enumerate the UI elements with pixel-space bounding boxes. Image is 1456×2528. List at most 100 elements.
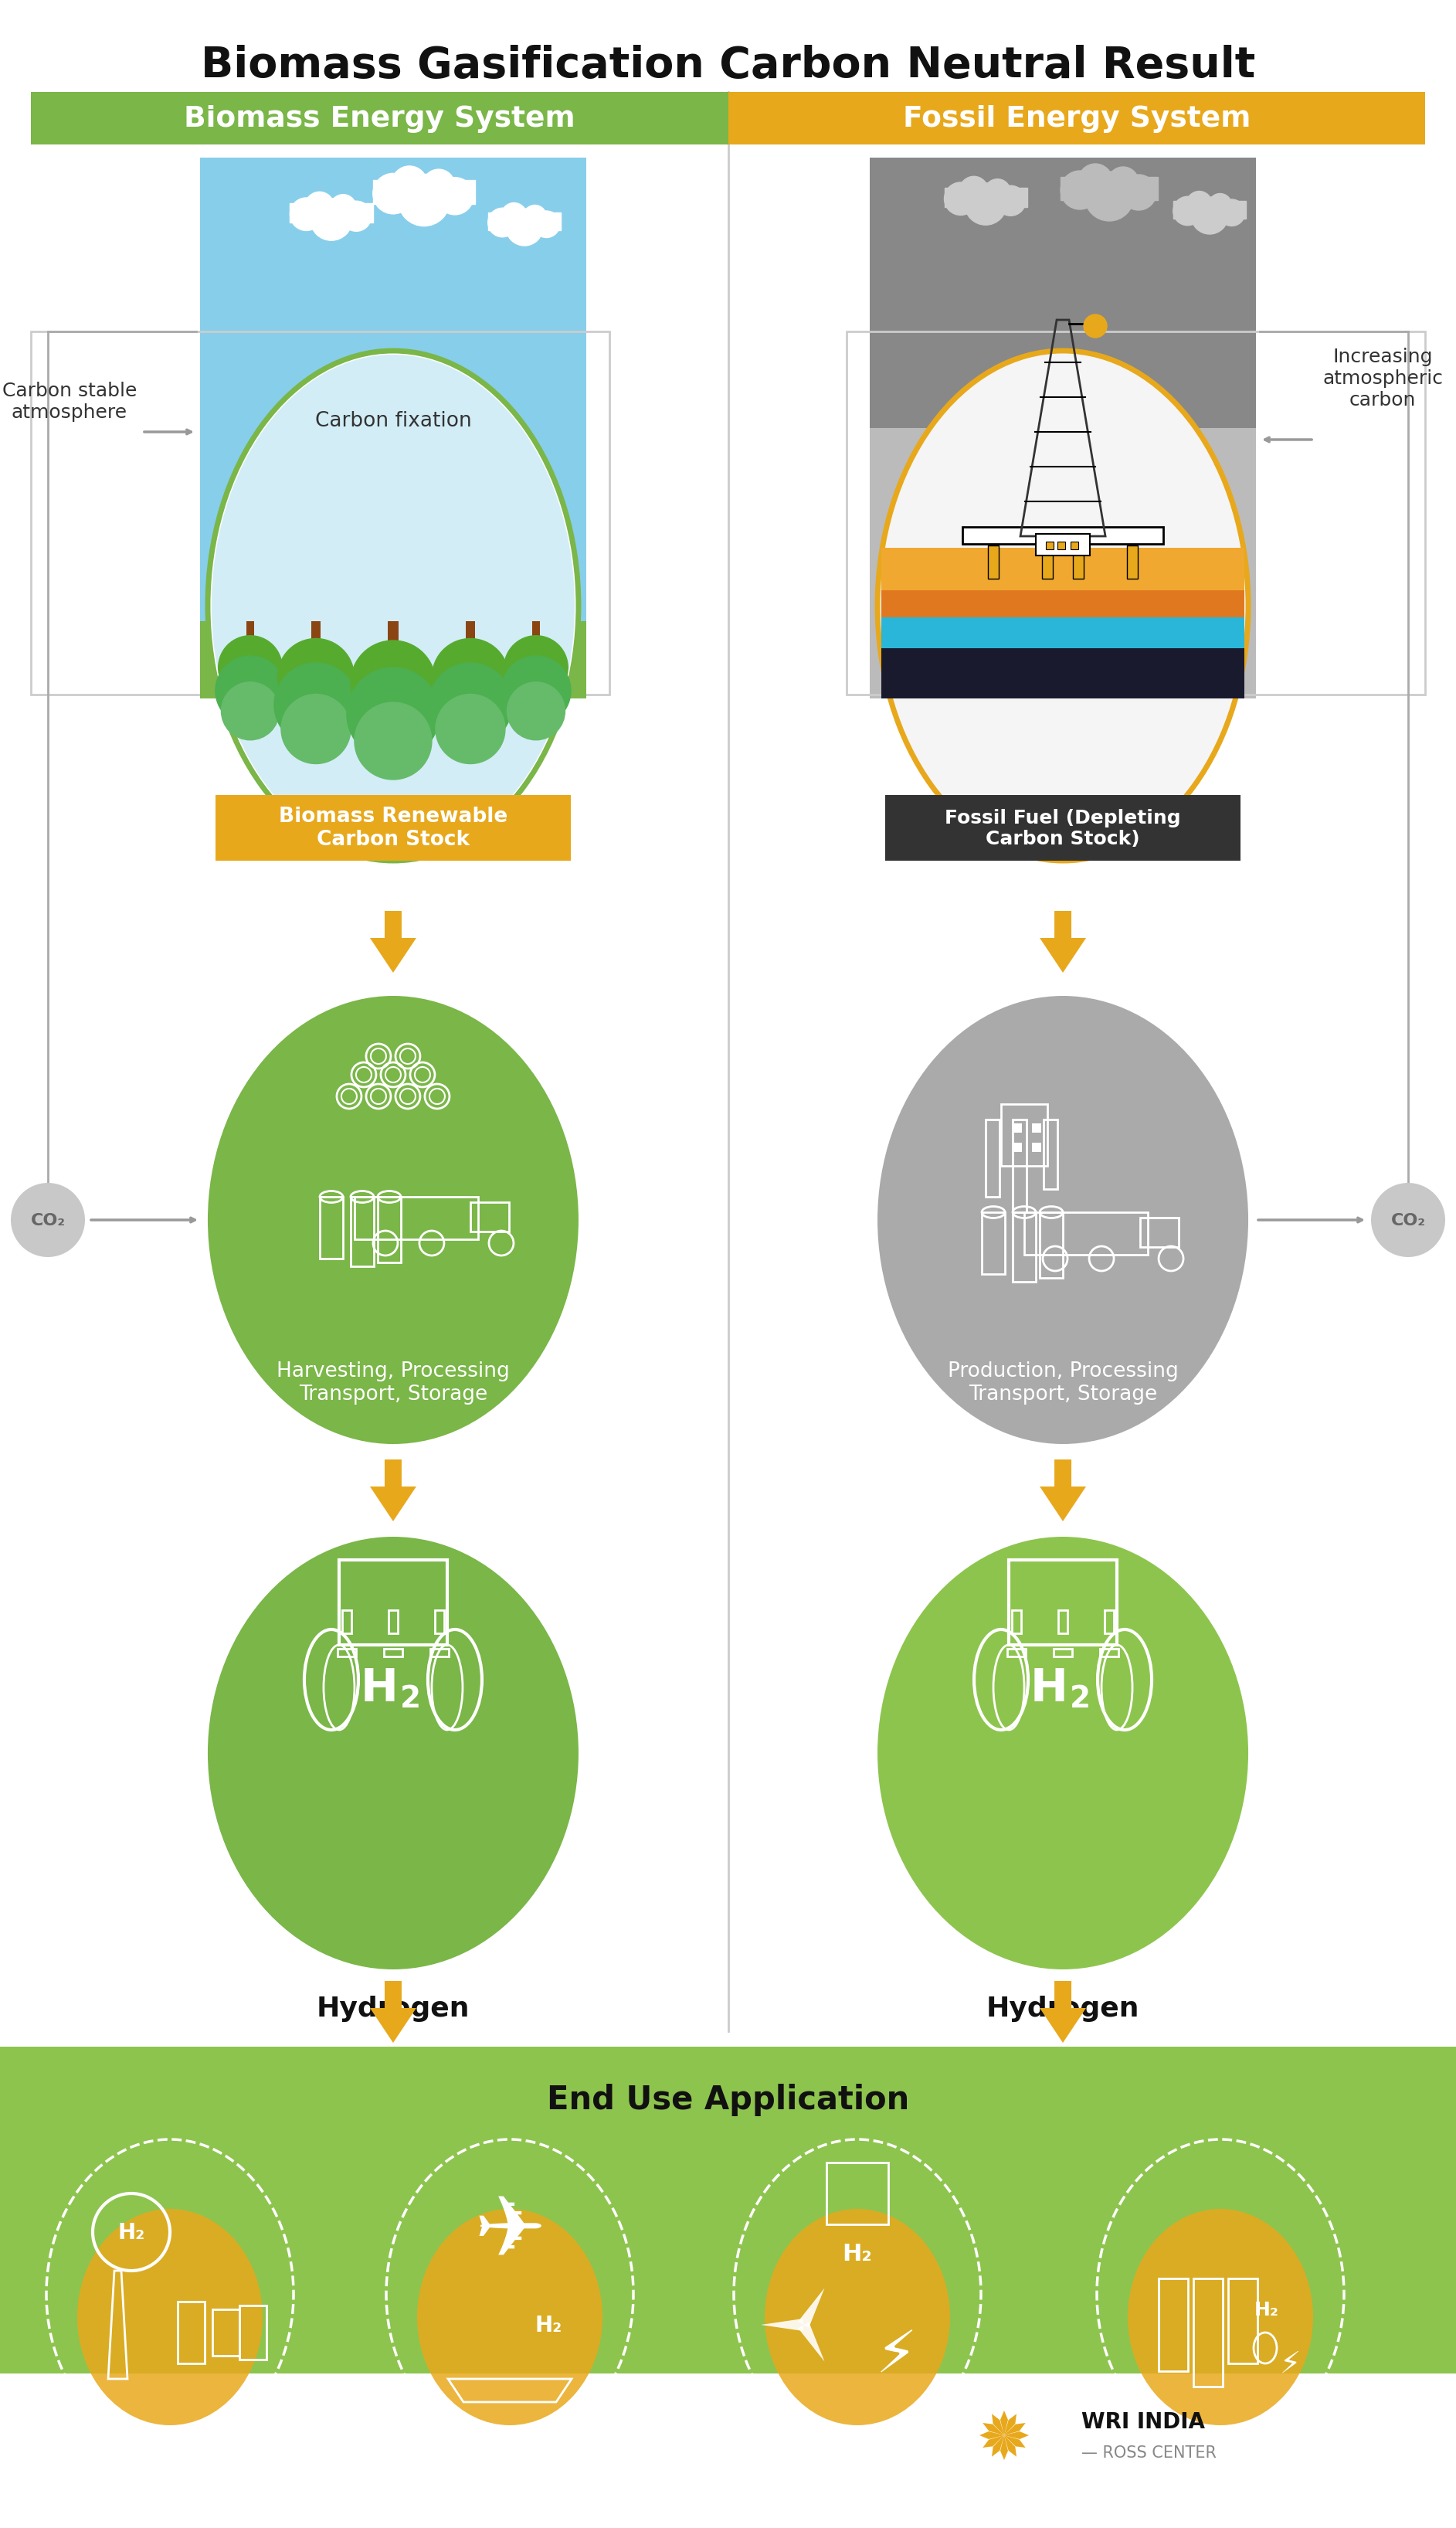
Circle shape — [505, 210, 543, 245]
Circle shape — [281, 695, 351, 763]
Circle shape — [1219, 200, 1245, 228]
Bar — [1009, 1560, 1117, 1646]
Bar — [31, 94, 728, 144]
Polygon shape — [983, 2422, 1005, 2434]
Polygon shape — [1005, 2434, 1025, 2447]
Bar — [384, 1648, 402, 1656]
Bar — [1057, 541, 1066, 551]
Circle shape — [215, 657, 285, 726]
Bar — [1140, 1218, 1179, 1246]
Circle shape — [1085, 172, 1134, 222]
Bar — [31, 331, 610, 695]
Bar — [1013, 1120, 1026, 1213]
Text: Increasing
atmospheric
carbon: Increasing atmospheric carbon — [1322, 349, 1443, 410]
Ellipse shape — [416, 2209, 603, 2424]
Circle shape — [1187, 192, 1211, 217]
Polygon shape — [798, 2288, 824, 2328]
Bar — [1024, 1213, 1147, 1254]
Bar — [1059, 1610, 1067, 1633]
FancyArrow shape — [1040, 913, 1086, 973]
Bar — [342, 1610, 351, 1633]
Bar — [1054, 1648, 1072, 1656]
Circle shape — [1372, 1183, 1446, 1256]
Bar — [1035, 533, 1091, 556]
Bar — [387, 622, 399, 675]
Bar — [1073, 546, 1083, 579]
Circle shape — [488, 210, 517, 238]
Circle shape — [310, 200, 352, 240]
Bar — [869, 159, 1257, 430]
Circle shape — [984, 179, 1010, 205]
Ellipse shape — [1128, 2209, 1313, 2424]
Bar — [1013, 1143, 1022, 1153]
Bar — [1194, 2278, 1223, 2386]
Bar — [0, 2048, 1456, 2374]
Text: Biomass Gasification Carbon Neutral Result: Biomass Gasification Carbon Neutral Resu… — [201, 46, 1255, 86]
Circle shape — [501, 657, 571, 726]
Circle shape — [373, 174, 414, 215]
Bar — [1127, 546, 1137, 579]
Bar — [377, 1198, 400, 1264]
Bar — [945, 187, 1026, 207]
Circle shape — [1108, 167, 1139, 200]
Circle shape — [354, 703, 432, 781]
Circle shape — [428, 662, 513, 746]
Circle shape — [437, 177, 473, 215]
Text: Power: Power — [826, 2485, 890, 2505]
Bar — [435, 1610, 444, 1633]
Circle shape — [221, 683, 280, 741]
Circle shape — [351, 642, 435, 726]
Bar — [846, 331, 1425, 695]
Circle shape — [965, 185, 1006, 225]
Polygon shape — [798, 2323, 824, 2361]
Bar — [1159, 2278, 1188, 2371]
Bar — [981, 1213, 1005, 1274]
Polygon shape — [761, 2318, 804, 2331]
Text: H₂: H₂ — [118, 2222, 146, 2242]
Bar — [199, 159, 587, 700]
FancyArrow shape — [370, 1459, 416, 1522]
Circle shape — [397, 174, 450, 228]
Bar — [339, 1560, 447, 1646]
Bar — [885, 796, 1241, 862]
Text: Transportation: Transportation — [432, 2485, 587, 2505]
Bar — [351, 1198, 374, 1267]
Bar — [470, 1203, 510, 1231]
Circle shape — [523, 205, 546, 230]
Circle shape — [422, 169, 454, 202]
Bar — [1045, 541, 1054, 551]
Text: Fossil Fuel (Depleting
Carbon Stock): Fossil Fuel (Depleting Carbon Stock) — [945, 809, 1181, 849]
Ellipse shape — [208, 996, 578, 1443]
Circle shape — [306, 192, 333, 222]
Bar — [466, 622, 475, 670]
Circle shape — [1060, 172, 1099, 210]
Circle shape — [331, 195, 357, 222]
Text: 2: 2 — [399, 1684, 421, 1714]
Text: Carbon fixation: Carbon fixation — [314, 412, 472, 430]
Text: Hydrogen: Hydrogen — [986, 1995, 1140, 2022]
Bar — [962, 528, 1163, 544]
Text: Harvesting, Processing
Transport, Storage: Harvesting, Processing Transport, Storag… — [277, 1360, 510, 1403]
Bar — [246, 622, 255, 662]
Circle shape — [1121, 174, 1156, 210]
Bar — [354, 1198, 478, 1239]
Circle shape — [218, 637, 282, 700]
Bar — [986, 1120, 999, 1198]
Circle shape — [278, 640, 354, 715]
Circle shape — [504, 637, 568, 700]
FancyArrow shape — [1040, 1459, 1086, 1522]
Bar — [1012, 1610, 1021, 1633]
Circle shape — [533, 212, 559, 238]
Text: Industrial And
Residential Heat: Industrial And Residential Heat — [1133, 2472, 1309, 2518]
Text: — ROSS CENTER: — ROSS CENTER — [1082, 2445, 1216, 2460]
Circle shape — [507, 683, 565, 741]
Text: H₂: H₂ — [534, 2313, 562, 2336]
Bar — [1032, 1125, 1041, 1133]
Bar — [215, 796, 571, 862]
Bar — [290, 205, 373, 222]
Bar — [728, 94, 1425, 144]
Polygon shape — [1000, 2434, 1008, 2460]
Polygon shape — [1005, 2422, 1025, 2434]
Bar — [389, 1610, 397, 1633]
Circle shape — [274, 662, 358, 746]
